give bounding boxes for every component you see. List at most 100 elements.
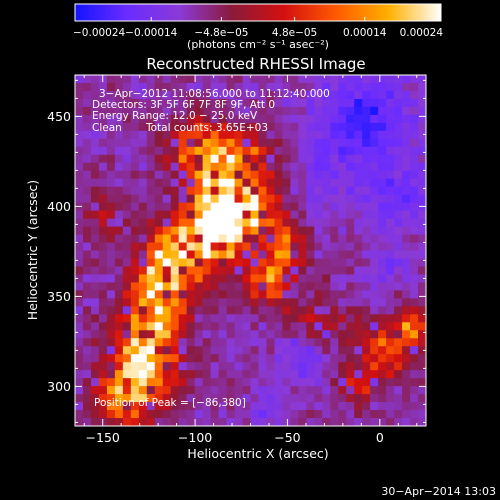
heatmap-cell [266,122,275,132]
heatmap-cell [194,162,204,172]
heatmap-cell [106,234,116,243]
heatmap-cell [82,122,92,132]
heatmap-cell [330,418,339,427]
heatmap-cell [410,330,419,339]
heatmap-cell [75,274,84,283]
heatmap-cell [354,314,363,323]
heatmap-cell [186,170,196,180]
heatmap-cell [314,370,323,379]
heatmap-cell [75,130,84,140]
heatmap-cell [138,282,148,291]
heatmap-cell [218,410,227,419]
heatmap-cell [210,242,219,251]
heatmap-cell [162,362,172,371]
heatmap-cell [346,330,355,339]
heatmap-cell [122,386,132,395]
heatmap-cell [170,410,180,419]
heatmap-cell [370,210,379,219]
heatmap-cell [170,114,180,124]
heatmap-cell [122,186,132,196]
heatmap-cell [82,194,92,204]
heatmap-cell [298,106,307,116]
heatmap-cell [178,130,188,140]
heatmap-cell [362,386,371,395]
heatmap-cell [194,362,204,371]
heatmap-cell [410,98,419,108]
heatmap-cell [146,82,156,92]
heatmap-cell [274,170,283,180]
heatmap-cell [202,282,212,291]
heatmap-cell [154,402,164,411]
heatmap-cell [290,330,299,339]
heatmap-cell [362,258,371,267]
heatmap-cell [378,106,387,116]
heatmap-cell [114,122,124,132]
heatmap-cell [106,178,116,188]
heatmap-cell [98,234,108,243]
heatmap-cell [378,410,387,419]
heatmap-cell [282,266,291,275]
heatmap-cell [378,75,387,84]
heatmap-cell [338,130,347,140]
heatmap-cell [178,394,188,403]
heatmap-cell [394,218,403,227]
heatmap-cell [250,402,259,411]
heatmap-cell [130,138,140,148]
colorbar-tick-label: −4.8e−05 [194,27,248,39]
heatmap-cell [298,314,307,323]
heatmap-cell [410,402,419,411]
heatmap-cell [338,402,347,411]
heatmap-cell [146,170,156,180]
heatmap-cell [330,354,339,363]
heatmap-cell [258,282,267,291]
heatmap-cell [170,402,180,411]
heatmap-cell [314,98,323,108]
heatmap-cell [386,106,395,116]
heatmap-cell [306,106,315,116]
heatmap-cell [226,186,235,196]
heatmap-cell [122,250,132,259]
heatmap-cell [362,98,371,108]
heatmap-cell [122,282,132,291]
heatmap-cell [218,298,227,307]
heatmap-cell [346,298,355,307]
heatmap-cell [362,330,371,339]
heatmap-cell [418,82,427,92]
heatmap-cell [138,194,148,204]
heatmap-cell [394,82,403,92]
heatmap-cell [290,130,299,140]
heatmap-cell [90,202,100,212]
heatmap-cell [234,178,243,188]
heatmap-cell [178,210,188,219]
heatmap-cell [354,75,363,84]
heatmap-cell [106,194,116,204]
heatmap-cell [98,402,108,411]
heatmap-cell [98,386,108,395]
heatmap-cell [90,75,100,84]
heatmap-cell [194,130,204,140]
heatmap-cell [322,274,331,283]
heatmap-cell [418,178,427,188]
heatmap-cell [314,322,323,331]
heatmap-cell [346,138,355,148]
heatmap-cell [378,114,387,124]
heatmap-cell [394,234,403,243]
heatmap-cell [306,130,315,140]
x-tick-label: 0 [376,430,384,445]
heatmap-cell [282,346,291,355]
heatmap-cell [82,162,92,172]
heatmap-cell [82,386,92,395]
heatmap-cell [322,250,331,259]
heatmap-cell [298,362,307,371]
heatmap-cell [370,266,379,275]
heatmap-cell [114,194,124,204]
heatmap-cell [234,362,243,371]
heatmap-cell [290,234,299,243]
heatmap-cell [130,250,140,259]
heatmap-cell [258,250,267,259]
heatmap-cell [218,162,227,172]
heatmap-cell [178,218,188,227]
heatmap-cell [194,330,204,339]
heatmap-cell [306,394,315,403]
heatmap-cell [162,290,172,299]
